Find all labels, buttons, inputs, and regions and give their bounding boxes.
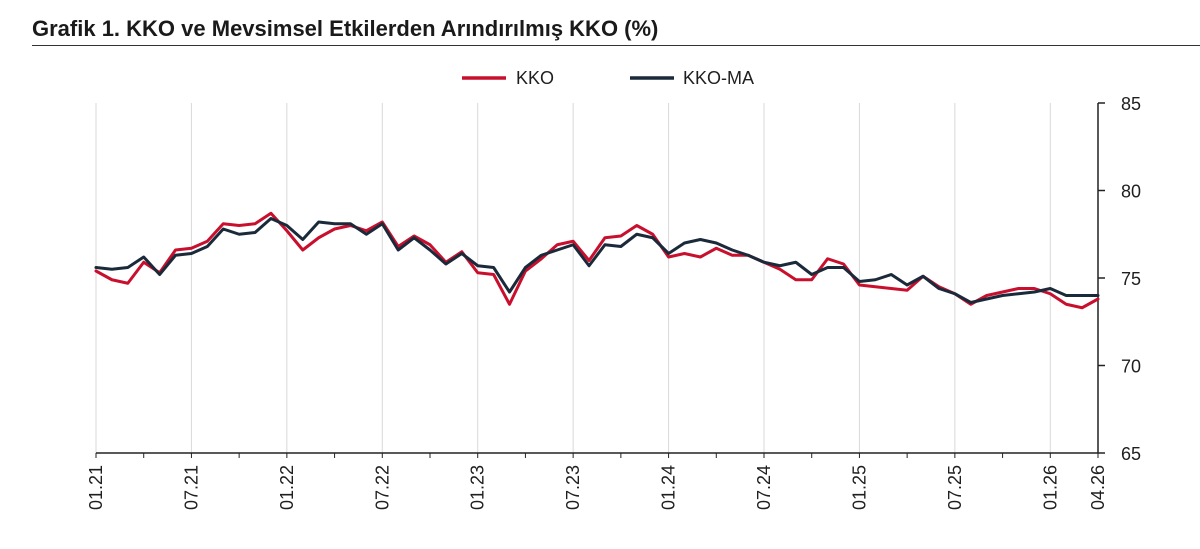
x-tick-label: 07.21: [181, 465, 201, 510]
legend-label-kko: KKO: [516, 68, 554, 88]
x-tick-label: 07.24: [754, 465, 774, 510]
title-divider: [32, 45, 1200, 46]
axes: [95, 102, 1105, 458]
y-tick-label: 65: [1121, 444, 1141, 464]
x-tick-label: 01.24: [659, 465, 679, 510]
legend-label-kko-ma: KKO-MA: [683, 68, 754, 88]
x-tick-label: 04.26: [1088, 465, 1108, 510]
x-tick-label: 01.22: [277, 465, 297, 510]
y-tick-label: 70: [1121, 357, 1141, 377]
grid-lines: [190, 103, 1099, 453]
x-tick-label: 07.23: [563, 465, 583, 510]
series-line-kko-ma: [94, 217, 1100, 304]
x-tick-label: 01.21: [86, 465, 106, 510]
chart-title: Grafik 1. KKO ve Mevsimsel Etkilerden Ar…: [32, 16, 659, 41]
y-tick-label: 75: [1121, 269, 1141, 289]
series-line-kko: [94, 211, 1100, 310]
x-tick-label: 07.25: [945, 465, 965, 510]
legend: KKO KKO-MA: [462, 68, 754, 88]
series-lines: [94, 211, 1100, 310]
tick-labels: 01.21 07.21 01.22 07.22 01.23 07.23 01.24 07.24…: [86, 94, 1141, 510]
y-tick-label: 85: [1121, 94, 1141, 114]
x-tick-label: 07.22: [372, 465, 392, 510]
x-tick-label: 01.25: [849, 465, 869, 510]
x-tick-label: 01.26: [1040, 465, 1060, 510]
x-tick-label: 01.23: [468, 465, 488, 510]
y-tick-label: 80: [1121, 182, 1141, 202]
